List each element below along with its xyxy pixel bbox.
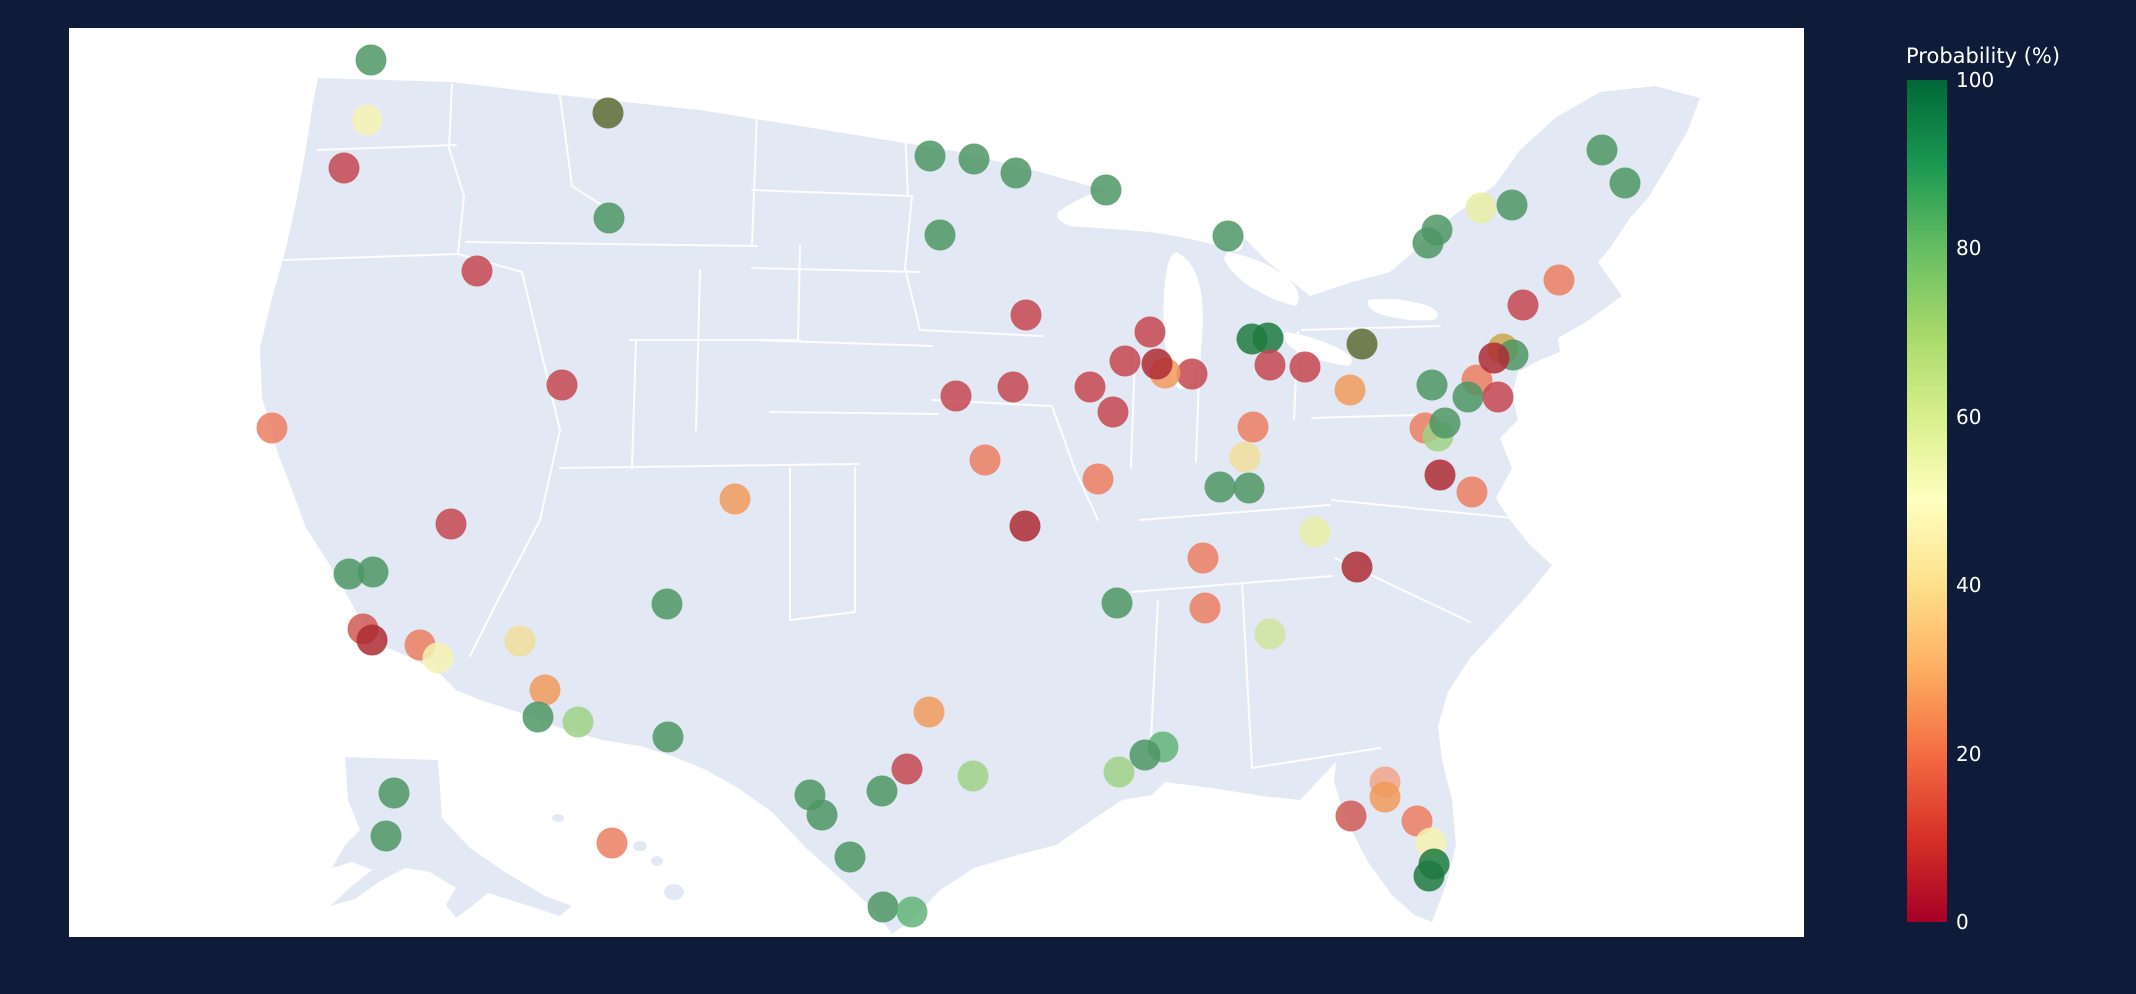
city-marker[interactable] <box>1413 860 1445 892</box>
city-marker[interactable] <box>1586 134 1618 166</box>
city-marker[interactable] <box>958 143 990 175</box>
city-marker[interactable] <box>1456 476 1488 508</box>
city-marker[interactable] <box>1103 756 1135 788</box>
city-marker[interactable] <box>997 371 1029 403</box>
colorbar-title: Probability (%) <box>1906 44 2061 68</box>
city-marker[interactable] <box>1252 322 1284 354</box>
city-marker[interactable] <box>924 219 956 251</box>
city-marker[interactable] <box>1543 264 1575 296</box>
city-marker[interactable] <box>969 444 1001 476</box>
city-marker[interactable] <box>1335 800 1367 832</box>
city-marker[interactable] <box>1299 516 1331 548</box>
city-marker[interactable] <box>1090 174 1122 206</box>
city-marker[interactable] <box>1429 407 1461 439</box>
city-marker[interactable] <box>940 380 972 412</box>
city-marker[interactable] <box>1507 289 1539 321</box>
colorbar-tick-label: 100 <box>1956 68 1995 92</box>
colorbar-tick-label: 0 <box>1956 910 1969 934</box>
city-marker[interactable] <box>1204 471 1236 503</box>
city-marker[interactable] <box>1129 739 1161 771</box>
city-marker[interactable] <box>1074 371 1106 403</box>
city-marker[interactable] <box>896 896 928 928</box>
colorbar-tick-label: 80 <box>1956 236 1982 261</box>
city-marker[interactable] <box>1341 551 1373 583</box>
city-marker[interactable] <box>1346 328 1378 360</box>
city-marker[interactable] <box>914 140 946 172</box>
city-marker[interactable] <box>328 152 360 184</box>
city-marker[interactable] <box>1233 472 1265 504</box>
city-marker[interactable] <box>1101 587 1133 619</box>
colorbar-tick-label: 60 <box>1956 404 1982 429</box>
city-marker[interactable] <box>867 891 899 923</box>
city-marker[interactable] <box>1412 227 1444 259</box>
colorbar-tick-label: 20 <box>1956 741 1982 766</box>
city-marker[interactable] <box>562 706 594 738</box>
city-marker[interactable] <box>1465 192 1497 224</box>
city-marker[interactable] <box>351 104 383 136</box>
hawaii-islands <box>552 814 684 900</box>
city-marker[interactable] <box>546 369 578 401</box>
city-marker[interactable] <box>1424 459 1456 491</box>
city-marker[interactable] <box>592 97 624 129</box>
city-marker[interactable] <box>891 753 923 785</box>
city-marker[interactable] <box>1189 592 1221 624</box>
city-marker[interactable] <box>1254 349 1286 381</box>
city-marker[interactable] <box>1176 358 1208 390</box>
colorbar-tick-label: 40 <box>1956 573 1982 598</box>
city-marker[interactable] <box>370 820 402 852</box>
city-marker[interactable] <box>1082 463 1114 495</box>
city-marker[interactable] <box>1482 381 1514 413</box>
city-marker[interactable] <box>1010 299 1042 331</box>
city-marker[interactable] <box>461 255 493 287</box>
city-marker[interactable] <box>1097 396 1129 428</box>
alaska-landmass <box>330 757 572 918</box>
city-marker[interactable] <box>1109 345 1141 377</box>
city-marker[interactable] <box>1141 348 1173 380</box>
city-marker[interactable] <box>355 44 387 76</box>
city-marker[interactable] <box>834 841 866 873</box>
city-marker[interactable] <box>1187 542 1219 574</box>
city-marker[interactable] <box>504 625 536 657</box>
city-marker[interactable] <box>652 721 684 753</box>
city-marker[interactable] <box>1369 781 1401 813</box>
city-marker[interactable] <box>356 624 388 656</box>
city-marker[interactable] <box>1334 374 1366 406</box>
city-marker[interactable] <box>593 202 625 234</box>
city-marker[interactable] <box>1609 167 1641 199</box>
city-marker[interactable] <box>256 412 288 444</box>
city-marker[interactable] <box>1009 510 1041 542</box>
city-marker[interactable] <box>422 642 454 674</box>
city-marker[interactable] <box>378 777 410 809</box>
city-marker[interactable] <box>651 588 683 620</box>
city-marker[interactable] <box>1478 342 1510 374</box>
usa-landmass <box>260 78 1700 934</box>
city-marker[interactable] <box>1000 157 1032 189</box>
city-marker[interactable] <box>529 674 561 706</box>
city-marker[interactable] <box>1289 351 1321 383</box>
city-marker[interactable] <box>913 696 945 728</box>
city-marker[interactable] <box>522 701 554 733</box>
city-marker[interactable] <box>1237 411 1269 443</box>
city-marker[interactable] <box>1496 189 1528 221</box>
state-borders <box>283 83 1533 769</box>
colorbar-gradient <box>1907 80 1947 922</box>
city-marker[interactable] <box>435 508 467 540</box>
city-marker[interactable] <box>866 775 898 807</box>
city-marker[interactable] <box>1254 618 1286 650</box>
city-marker[interactable] <box>596 827 628 859</box>
city-marker[interactable] <box>1229 441 1261 473</box>
city-marker[interactable] <box>719 483 751 515</box>
city-marker[interactable] <box>806 799 838 831</box>
city-marker[interactable] <box>1134 316 1166 348</box>
city-marker[interactable] <box>357 556 389 588</box>
city-marker[interactable] <box>957 760 989 792</box>
city-marker[interactable] <box>1452 381 1484 413</box>
city-marker[interactable] <box>1416 369 1448 401</box>
city-marker[interactable] <box>1212 220 1244 252</box>
